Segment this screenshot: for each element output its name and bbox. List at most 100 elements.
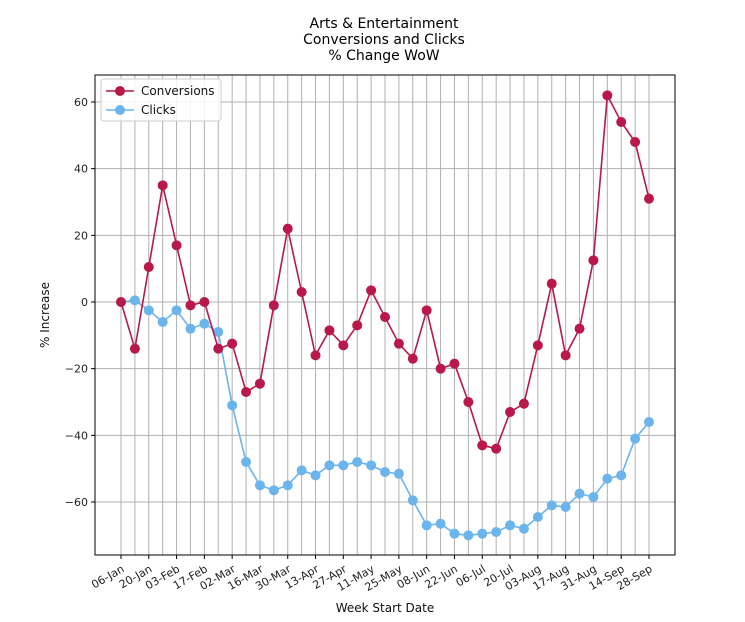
y-tick-label: −40: [65, 429, 88, 442]
data-point-conversions: [491, 443, 502, 454]
data-point-clicks: [435, 518, 446, 529]
data-point-clicks: [532, 512, 543, 522]
data-point-conversions: [116, 297, 126, 307]
data-point-clicks: [574, 488, 585, 499]
data-point-clicks: [421, 520, 432, 531]
data-point-conversions: [546, 278, 557, 289]
data-point-conversions: [630, 137, 641, 147]
data-point-clicks: [157, 317, 168, 327]
data-point-conversions: [505, 407, 516, 417]
data-point-conversions: [393, 338, 404, 349]
data-point-clicks: [310, 470, 321, 481]
data-point-conversions: [449, 358, 460, 369]
data-point-conversions: [560, 350, 571, 361]
data-point-conversions: [282, 223, 293, 234]
data-point-clicks: [366, 460, 377, 471]
data-point-clicks: [185, 323, 196, 334]
data-point-conversions: [352, 320, 363, 331]
data-point-conversions: [421, 305, 432, 316]
series-clicks: [116, 295, 654, 541]
legend-item-clicks[interactable]: Clicks: [106, 103, 176, 117]
data-point-conversions: [407, 353, 418, 364]
data-point-conversions: [254, 378, 265, 389]
legend-marker-swatch: [115, 86, 125, 96]
data-point-conversions: [171, 240, 182, 251]
data-point-conversions: [213, 343, 224, 354]
data-point-conversions: [616, 117, 627, 127]
data-point-conversions: [588, 255, 599, 266]
y-tick-label: 20: [74, 229, 88, 242]
y-tick-label: −20: [65, 363, 88, 376]
y-axis-ticks: 60 40 20 0 −20 −40 −60: [65, 96, 95, 509]
data-point-clicks: [282, 480, 293, 491]
plot-area-frame: [94, 74, 676, 556]
data-point-conversions: [324, 325, 335, 336]
x-tick-label: 06-Jul: [454, 562, 488, 589]
data-point-conversions: [227, 338, 238, 349]
data-point-clicks: [338, 460, 349, 471]
data-point-conversions: [463, 397, 474, 407]
legend-label: Conversions: [141, 84, 215, 98]
legend-marker-swatch: [115, 105, 125, 115]
data-point-clicks: [380, 467, 390, 477]
data-point-conversions: [129, 343, 140, 354]
chart-title-line: Conversions and Clicks: [303, 32, 465, 48]
data-point-conversions: [477, 440, 488, 451]
data-point-clicks: [449, 528, 460, 539]
chart-title-line: % Change WoW: [328, 48, 439, 64]
legend-label: Clicks: [141, 103, 176, 117]
data-point-clicks: [560, 502, 571, 512]
x-axis-ticks: 06-Jan20-Jan03-Feb17-Feb02-Mar16-Mar30-M…: [89, 555, 655, 594]
data-point-clicks: [171, 305, 182, 316]
data-point-clicks: [630, 433, 641, 444]
data-point-clicks: [644, 417, 654, 427]
data-point-conversions: [143, 262, 154, 272]
data-point-clicks: [602, 473, 613, 484]
series-conversions: [116, 90, 654, 454]
data-point-clicks: [254, 480, 265, 491]
data-point-clicks: [296, 465, 307, 476]
legend[interactable]: Conversions Clicks: [100, 78, 222, 122]
data-point-clicks: [491, 527, 502, 537]
data-point-clicks: [518, 523, 529, 534]
y-tick-label: 40: [74, 163, 88, 176]
data-point-conversions: [338, 340, 349, 351]
y-tick-label: 0: [81, 296, 88, 309]
data-point-clicks: [324, 460, 335, 471]
data-point-conversions: [296, 287, 307, 297]
data-point-clicks: [407, 495, 418, 506]
data-point-clicks: [616, 470, 627, 481]
data-point-clicks: [505, 520, 516, 531]
data-point-clicks: [213, 327, 224, 337]
data-point-clicks: [352, 457, 363, 467]
y-axis-label: % Increase: [38, 282, 52, 348]
y-tick-label: 60: [74, 96, 88, 109]
data-point-clicks: [463, 530, 474, 541]
data-point-conversions: [518, 398, 529, 409]
data-point-conversions: [366, 285, 377, 296]
data-point-conversions: [199, 297, 210, 307]
data-point-clicks: [268, 485, 279, 496]
chart-title-line: Arts & Entertainment: [310, 16, 459, 32]
data-point-conversions: [241, 387, 252, 397]
data-point-conversions: [268, 300, 279, 311]
data-point-conversions: [435, 363, 446, 374]
y-tick-label: −60: [65, 496, 88, 509]
legend-item-conversions[interactable]: Conversions: [106, 84, 215, 98]
data-point-conversions: [574, 323, 585, 334]
data-point-clicks: [588, 492, 599, 502]
series: [116, 90, 654, 541]
data-point-conversions: [644, 193, 654, 204]
data-point-conversions: [532, 340, 543, 351]
data-point-clicks: [393, 468, 404, 479]
data-point-clicks: [199, 318, 210, 329]
data-point-clicks: [241, 457, 252, 467]
x-axis-label: Week Start Date: [336, 601, 435, 615]
data-point-conversions: [310, 350, 321, 361]
data-point-conversions: [380, 312, 390, 322]
data-point-conversions: [602, 90, 613, 101]
data-point-conversions: [157, 180, 168, 191]
data-point-clicks: [143, 305, 154, 316]
